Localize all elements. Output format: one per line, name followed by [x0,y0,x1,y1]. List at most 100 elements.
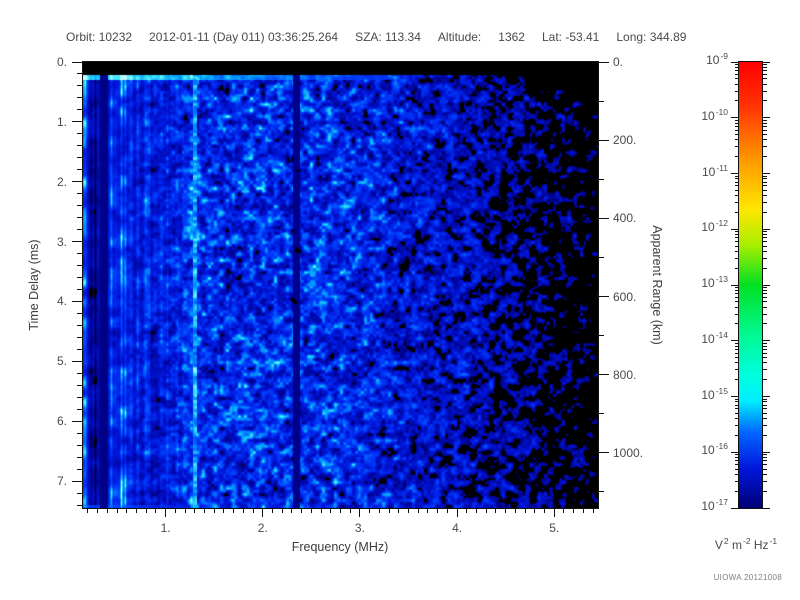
colorbar-minor-tick [735,250,739,252]
colorbar-exponent: -15 [715,385,728,396]
y-minor-tick [77,133,82,135]
colorbar-tick-label: 10-17 [701,497,728,513]
colorbar-minor-tick [763,408,767,410]
colorbar-minor-tick [735,100,739,102]
x-minor-tick [213,509,215,513]
x-minor-tick [369,509,371,513]
colorbar-minor-tick [735,287,739,289]
colorbar-minor-tick [763,323,767,325]
x-minor-tick [174,509,176,513]
colorbar-minor-tick [763,296,767,298]
colorbar-major-tick [731,228,738,230]
colorbar-minor-tick [763,211,767,213]
y-major-tick [72,300,82,302]
range-tick-label: 1000. [613,445,644,460]
colorbar-minor-tick [763,241,767,243]
colorbar-minor-tick [735,181,739,183]
colorbar-minor-tick [735,78,739,80]
colorbar-major-tick [763,228,770,230]
x-minor-tick [466,509,468,513]
colorbar-minor-tick [735,245,739,247]
range-tick-label: 800. [613,367,637,382]
colorbar-minor-tick [763,73,767,75]
colorbar-exponent: -16 [715,441,728,452]
y-minor-tick [77,109,82,111]
colorbar-exponent: -12 [715,218,728,229]
colorbar-major-tick [763,451,770,453]
colorbar-minor-tick [763,156,767,158]
colorbar-minor-tick [735,425,739,427]
unit-exponent: -2 [742,536,751,546]
colorbar-minor-tick [735,202,739,204]
x-minor-tick [408,509,410,513]
colorbar-major-tick [731,451,738,453]
x-tick-label: 4. [452,521,463,535]
y-minor-tick [77,193,82,195]
colorbar-minor-tick [763,306,767,308]
range-minor-tick [599,100,604,102]
x-minor-tick [97,509,99,513]
colorbar-major-tick [731,396,738,397]
range-major-tick [599,296,609,298]
y-minor-tick [77,336,82,338]
colorbar-minor-tick [735,211,739,213]
colorbar-minor-tick [763,301,767,303]
x-minor-tick [135,509,137,513]
colorbar-exponent: -10 [715,106,728,117]
orbit-value: Orbit: 10232 [66,30,133,44]
colorbar-minor-tick [763,434,767,436]
colorbar-minor-tick [763,401,767,403]
x-minor-tick [514,509,516,513]
colorbar-major-tick [731,340,738,342]
colorbar-minor-tick [735,83,739,85]
colorbar-minor-tick [735,348,739,350]
x-minor-tick [87,509,89,513]
x-major-tick [165,509,167,517]
colorbar-major-tick [763,396,770,397]
colorbar-gradient [739,62,762,508]
x-minor-tick [388,509,390,513]
x-minor-tick [476,509,478,513]
colorbar-minor-tick [735,460,739,462]
x-minor-tick [563,509,565,513]
range-tick-label: 200. [613,133,637,148]
colorbar-minor-tick [763,125,767,127]
y-minor-tick [77,408,82,410]
colorbar-minor-tick [763,267,767,269]
colorbar-minor-tick [735,139,739,141]
colorbar-minor-tick [763,398,767,400]
colorbar-tick-label: 10-9 [706,51,728,67]
y-minor-tick [77,456,82,458]
x-tick-label: 1. [160,521,171,535]
colorbar-minor-tick [763,293,767,295]
y-minor-tick [77,145,82,147]
colorbar-minor-tick [735,231,739,233]
x-minor-tick [524,509,526,513]
x-minor-tick [427,509,429,513]
x-minor-tick [582,509,584,513]
y-minor-tick [77,85,82,87]
colorbar-major-tick [763,117,770,119]
colorbar-tick-label: 10-11 [701,162,728,179]
colorbar-minor-tick [763,175,767,177]
colorbar-minor-tick [763,83,767,85]
y-axis-title: Time Delay (ms) [27,239,41,331]
x-major-tick [359,509,361,517]
colorbar-minor-tick [763,78,767,80]
y-minor-tick [77,312,82,314]
colorbar-minor-tick [763,425,767,427]
altitude-value: 1362 [498,30,525,44]
colorbar-minor-tick [763,134,767,136]
x-minor-tick [252,509,254,513]
colorbar-minor-tick [763,490,767,492]
colorbar-minor-tick [735,457,739,459]
range-minor-tick [599,178,604,180]
colorbar-minor-tick [763,480,767,482]
colorbar-minor-tick [735,90,739,92]
y-minor-tick [77,468,82,470]
x-minor-tick [534,509,536,513]
colorbar-minor-tick [735,289,739,291]
colorbar-minor-tick [735,404,739,406]
colorbar-minor-tick [763,357,767,359]
